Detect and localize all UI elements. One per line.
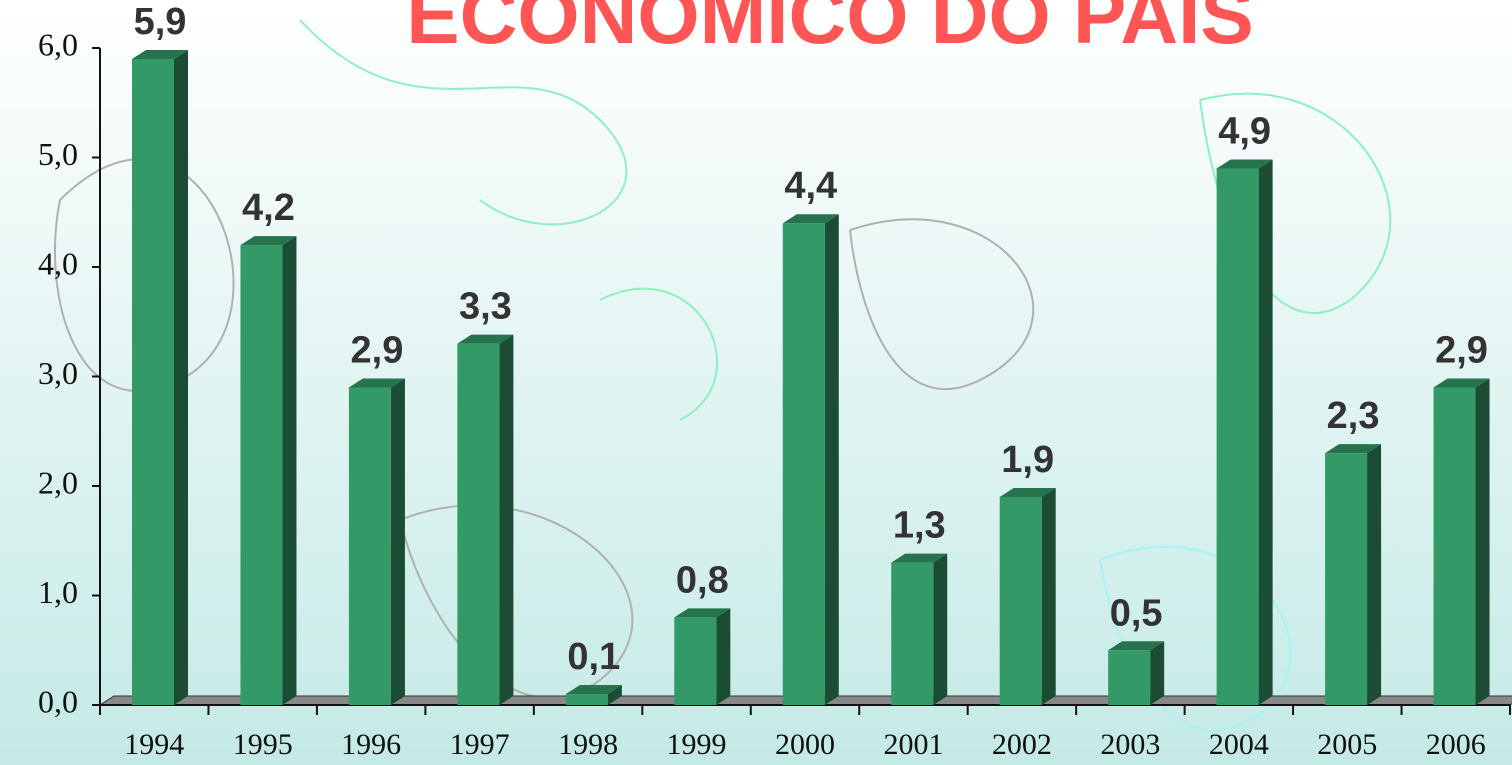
x-tick-label: 1995 (233, 728, 293, 761)
x-tick-label: 1994 (124, 728, 184, 761)
bar (565, 694, 608, 705)
x-tick-label: 2005 (1317, 728, 1377, 761)
value-label: 5,9 (134, 1, 187, 43)
bar-top (782, 214, 839, 224)
chart-title: ECONÔMICO DO PAÍS (406, 0, 1253, 60)
bar-side (499, 334, 514, 705)
bar-side (1367, 444, 1382, 705)
bar-side (607, 685, 622, 705)
bar-top (891, 553, 948, 563)
bar (1325, 453, 1368, 705)
value-label: 0,1 (567, 636, 620, 678)
value-label: 1,9 (1001, 439, 1054, 481)
bar (132, 58, 174, 705)
value-label: 2,9 (1435, 329, 1488, 371)
bar (891, 562, 934, 705)
bar-top (1216, 159, 1273, 169)
x-tick-label: 2000 (775, 728, 835, 761)
bar (348, 387, 391, 705)
bar (1433, 387, 1476, 705)
value-label: 3,3 (459, 286, 512, 328)
value-label: 4,9 (1218, 110, 1271, 152)
y-tick-label: 0,0 (38, 683, 78, 719)
bar-side (1258, 159, 1273, 705)
bar (457, 343, 500, 705)
bar-top (1325, 444, 1382, 454)
bar-top (457, 334, 514, 344)
bar-top (565, 685, 622, 695)
bar-top (348, 378, 405, 388)
bar-top (674, 608, 731, 618)
bar (240, 245, 283, 705)
x-tick-label: 1999 (667, 728, 727, 761)
x-tick-label: 2006 (1426, 728, 1486, 761)
value-label: 4,2 (242, 187, 295, 229)
x-tick-label: 2003 (1100, 728, 1160, 761)
bar-top (132, 49, 188, 59)
x-tick-label: 1998 (558, 728, 618, 761)
x-tick-label: 2004 (1209, 728, 1269, 761)
bar-side (1150, 641, 1165, 705)
y-tick-label: 3,0 (38, 355, 78, 391)
bar (1108, 650, 1151, 705)
y-tick-label: 1,0 (38, 574, 78, 610)
bar-side (390, 378, 405, 705)
value-label: 0,8 (676, 559, 729, 601)
value-label: 2,3 (1327, 395, 1380, 437)
bar (999, 496, 1042, 705)
bar-side (174, 49, 188, 705)
y-tick-label: 2,0 (38, 464, 78, 500)
bar-side (1475, 378, 1490, 705)
bar-side (716, 608, 731, 705)
x-tick-label: 2001 (883, 728, 943, 761)
bar-side (282, 236, 297, 705)
value-label: 0,5 (1110, 592, 1163, 634)
y-tick-label: 4,0 (38, 245, 78, 281)
value-label: 1,3 (893, 505, 946, 547)
y-tick-label: 5,0 (38, 136, 78, 172)
y-tick-label: 6,0 (38, 26, 78, 62)
bar-top (1108, 641, 1165, 651)
value-label: 4,4 (784, 165, 837, 207)
bar (782, 223, 825, 705)
x-tick-label: 2002 (992, 728, 1052, 761)
bar-side (933, 553, 948, 705)
bar-top (240, 236, 297, 246)
bar-side (824, 214, 839, 705)
bar (1216, 168, 1259, 705)
x-tick-label: 1996 (341, 728, 401, 761)
bar (674, 617, 717, 705)
value-label: 2,9 (351, 329, 404, 371)
bar-side (1041, 487, 1056, 705)
bar-top (999, 487, 1056, 497)
bar-top (1433, 378, 1490, 388)
decoration (54, 19, 1392, 732)
x-tick-label: 1997 (450, 728, 510, 761)
